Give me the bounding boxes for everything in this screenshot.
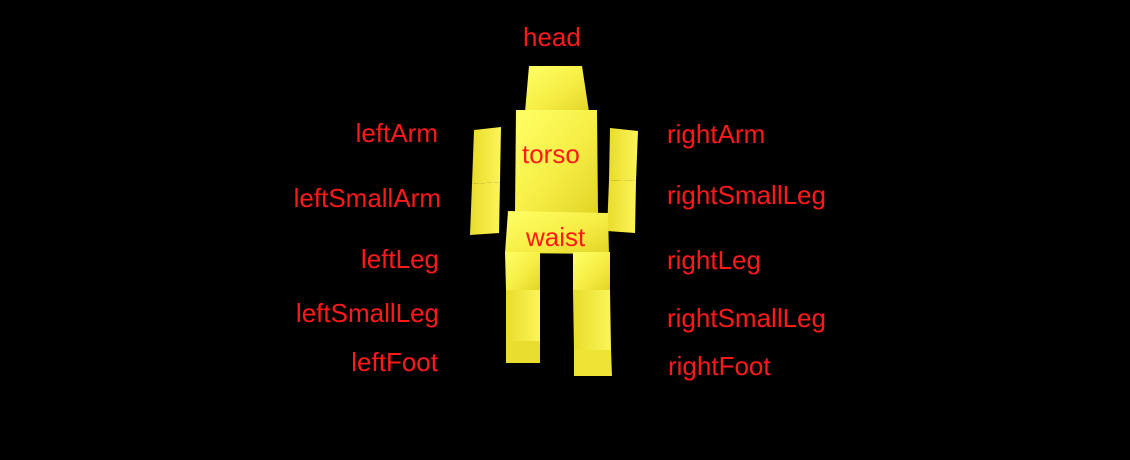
label-waist: waist <box>526 222 586 252</box>
left-leg-part <box>505 252 540 290</box>
label-head: head <box>523 22 581 52</box>
label-left-arm: leftArm <box>355 118 438 148</box>
label-left-foot: leftFoot <box>351 347 438 377</box>
right-small-arm-part <box>607 180 636 233</box>
label-right-leg: rightLeg <box>667 245 761 275</box>
waist-part <box>505 211 609 254</box>
label-left-small-arm: leftSmallArm <box>293 183 441 213</box>
head-part <box>525 66 589 112</box>
label-left-small-leg: leftSmallLeg <box>295 298 439 328</box>
label-torso: torso <box>522 139 580 169</box>
torso-part <box>515 110 598 213</box>
left-foot-part <box>506 341 540 363</box>
right-arm-part <box>609 128 638 181</box>
left-small-arm-part <box>470 182 500 235</box>
left-small-leg-part <box>506 290 540 341</box>
right-small-leg-part <box>573 290 611 350</box>
label-right-small-arm: rightSmallLeg <box>667 180 826 210</box>
label-right-small-leg: rightSmallLeg <box>667 303 826 333</box>
label-right-arm: rightArm <box>667 119 766 149</box>
label-right-foot: rightFoot <box>668 351 771 381</box>
left-arm-part <box>472 127 501 184</box>
right-leg-part <box>573 252 610 290</box>
right-foot-part <box>574 350 612 376</box>
label-left-leg: leftLeg <box>360 244 439 274</box>
